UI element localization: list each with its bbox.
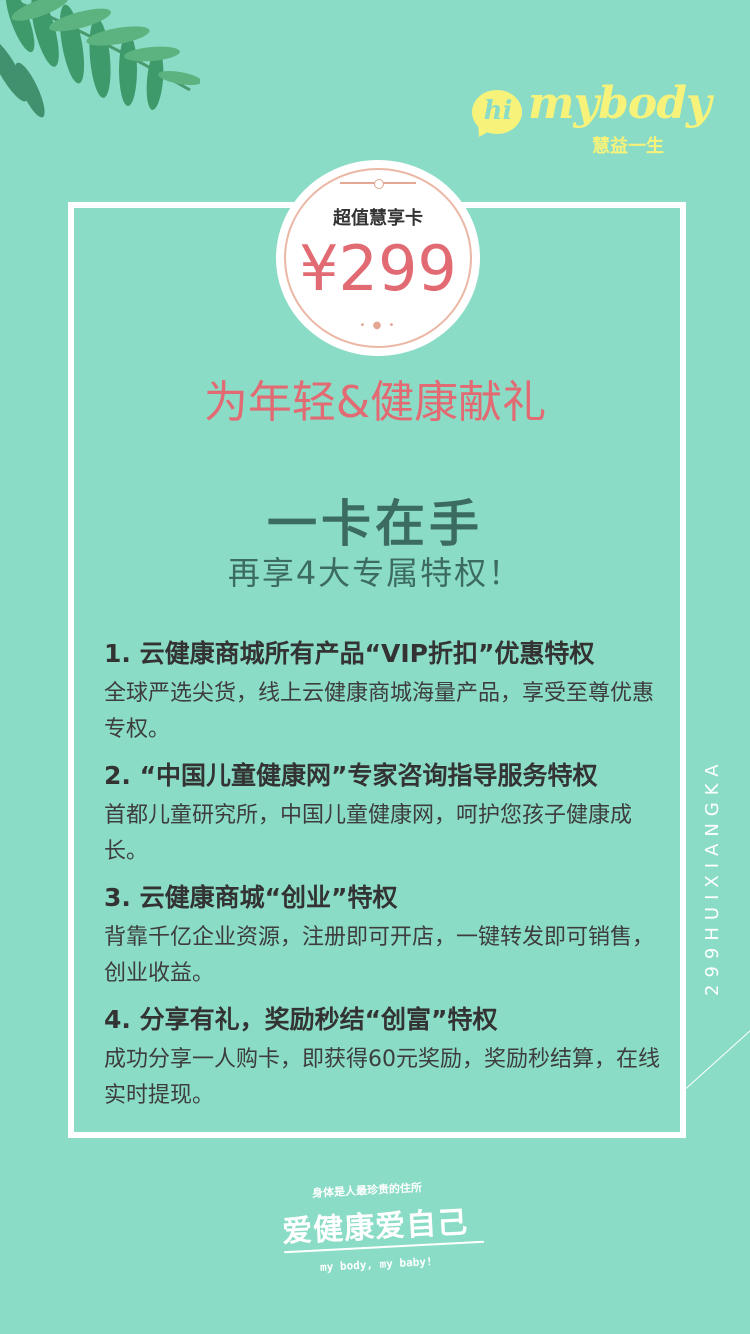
title-sub: 再享4大专属特权！: [227, 554, 523, 592]
vertical-side-text: 299HUIXIANGKA: [702, 757, 723, 996]
privilege-item: 3. 云健康商城“创业”特权 背靠千亿企业资源，注册即可开店，一键转发即可销售，…: [104, 880, 664, 992]
footer-slogan: 身体是人最珍贵的住所 爱健康爱自己 my body, my baby!: [280, 1181, 490, 1282]
logo-hi-text: hi: [483, 96, 513, 126]
brand-logo: hi mybody 慧益一生: [468, 72, 712, 162]
privilege-desc: 首都儿童研究所，中国儿童健康网，呵护您孩子健康成长。: [104, 803, 633, 864]
privilege-title: 3. 云健康商城“创业”特权: [104, 883, 398, 912]
privilege-title: 1. 云健康商城所有产品“VIP折扣”优惠特权: [104, 639, 595, 668]
leaf-decoration-icon: [0, 0, 200, 118]
privilege-title: 2. “中国儿童健康网”专家咨询指导服务特权: [104, 761, 598, 790]
privilege-desc: 背靠千亿企业资源，注册即可开店，一键转发即可销售，创业收益。: [104, 925, 655, 986]
privilege-list: 1. 云健康商城所有产品“VIP折扣”优惠特权 全球严选尖货，线上云健康商城海量…: [104, 636, 664, 1124]
badge-label: 超值慧享卡: [333, 208, 423, 229]
logo-slogan: 慧益一生: [592, 136, 664, 157]
privilege-desc: 全球严选尖货，线上云健康商城海量产品，享受至尊优惠专权。: [104, 681, 655, 742]
title-main: 一卡在手: [267, 495, 483, 553]
footer-small-text: 身体是人最珍贵的住所: [311, 1181, 423, 1200]
privilege-item: 4. 分享有礼，奖励秒结“创富”特权 成功分享一人购卡，即获得60元奖励，奖励秒…: [104, 1002, 664, 1114]
corner-decoration-line: [685, 1014, 750, 1089]
privilege-desc: 成功分享一人购卡，即获得60元奖励，奖励秒结算，在线实时提现。: [104, 1047, 660, 1108]
badge-ring: [284, 168, 472, 348]
headline: 为年轻&健康献礼: [203, 377, 547, 428]
logo-brand-name: mybody: [528, 78, 712, 129]
hi-speech-bubble-icon: [472, 90, 522, 134]
badge-price: ¥299: [299, 232, 457, 305]
privilege-item: 1. 云健康商城所有产品“VIP折扣”优惠特权 全球严选尖货，线上云健康商城海量…: [104, 636, 664, 748]
price-badge: 超值慧享卡 ¥299 • ● •: [276, 160, 480, 356]
badge-ornament-top: [340, 179, 416, 189]
privilege-title: 4. 分享有礼，奖励秒结“创富”特权: [104, 1005, 498, 1034]
footer-english-text: my body, my baby!: [319, 1255, 433, 1274]
privilege-item: 2. “中国儿童健康网”专家咨询指导服务特权 首都儿童研究所，中国儿童健康网，呵…: [104, 758, 664, 870]
badge-ornament-bottom: • ● •: [359, 320, 397, 331]
